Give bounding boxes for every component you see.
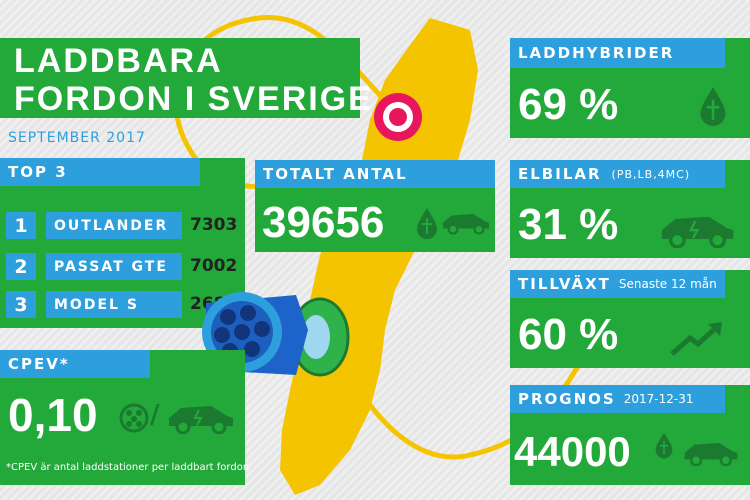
- electric-car-icon: [684, 442, 738, 466]
- forecast-header: PROGNOS 2017-12-31: [510, 385, 725, 413]
- electric-car-icon: [442, 214, 490, 235]
- cpev-header: CPEV*: [0, 350, 150, 378]
- ev-label: ELBILAR: [518, 165, 602, 183]
- rank-1: 1: [6, 212, 36, 239]
- growth-header: TILLVÄXT Senaste 12 mån: [510, 270, 725, 298]
- cpev-footnote: *CPEV är antal laddstationer per laddbar…: [6, 462, 250, 473]
- electric-car-icon: [169, 406, 233, 434]
- fuel-drop-icon: [700, 87, 726, 126]
- cpev-slash: /: [150, 400, 160, 430]
- title-panel: [0, 38, 360, 118]
- growth-value: 60 %: [518, 310, 619, 359]
- title-date: SEPTEMBER 2017: [8, 130, 146, 146]
- ev-header: ELBILAR (PB,LB,4MC): [510, 160, 725, 188]
- cpev-value: 0,10: [8, 389, 98, 441]
- ev-sublabel: (PB,LB,4MC): [611, 167, 691, 181]
- rank-3-name: MODEL S: [46, 291, 182, 318]
- ev-value: 31 %: [518, 200, 619, 249]
- forecast-label: PROGNOS: [518, 390, 616, 408]
- trend-up-icon: [670, 322, 722, 356]
- forecast-value: 44000: [514, 428, 631, 475]
- top3-header: TOP 3: [0, 158, 200, 186]
- rank-1-name: OUTLANDER: [46, 212, 182, 239]
- forecast-sublabel: 2017-12-31: [623, 392, 694, 406]
- growth-label: TILLVÄXT: [518, 275, 611, 293]
- electric-car-icon: [661, 216, 734, 248]
- title-line1: LADDBARA: [14, 42, 223, 80]
- total-value: 39656: [262, 198, 385, 247]
- rank-1-value: 7303: [190, 215, 238, 235]
- rank-2: 2: [6, 253, 36, 280]
- fuel-drop-icon: [417, 208, 437, 239]
- hybrid-value: 69 %: [518, 80, 619, 129]
- charger-icon: [119, 403, 149, 433]
- growth-sublabel: Senaste 12 mån: [618, 277, 717, 291]
- total-header: TOTALT ANTAL: [255, 160, 495, 188]
- hybrid-header: LADDHYBRIDER: [510, 38, 725, 68]
- title-line2: FORDON I SVERIGE: [14, 80, 373, 118]
- rank-3: 3: [6, 291, 36, 318]
- fuel-drop-icon: [655, 432, 673, 459]
- rank-2-value: 7002: [190, 256, 238, 276]
- rank-2-name: PASSAT GTE: [46, 253, 182, 280]
